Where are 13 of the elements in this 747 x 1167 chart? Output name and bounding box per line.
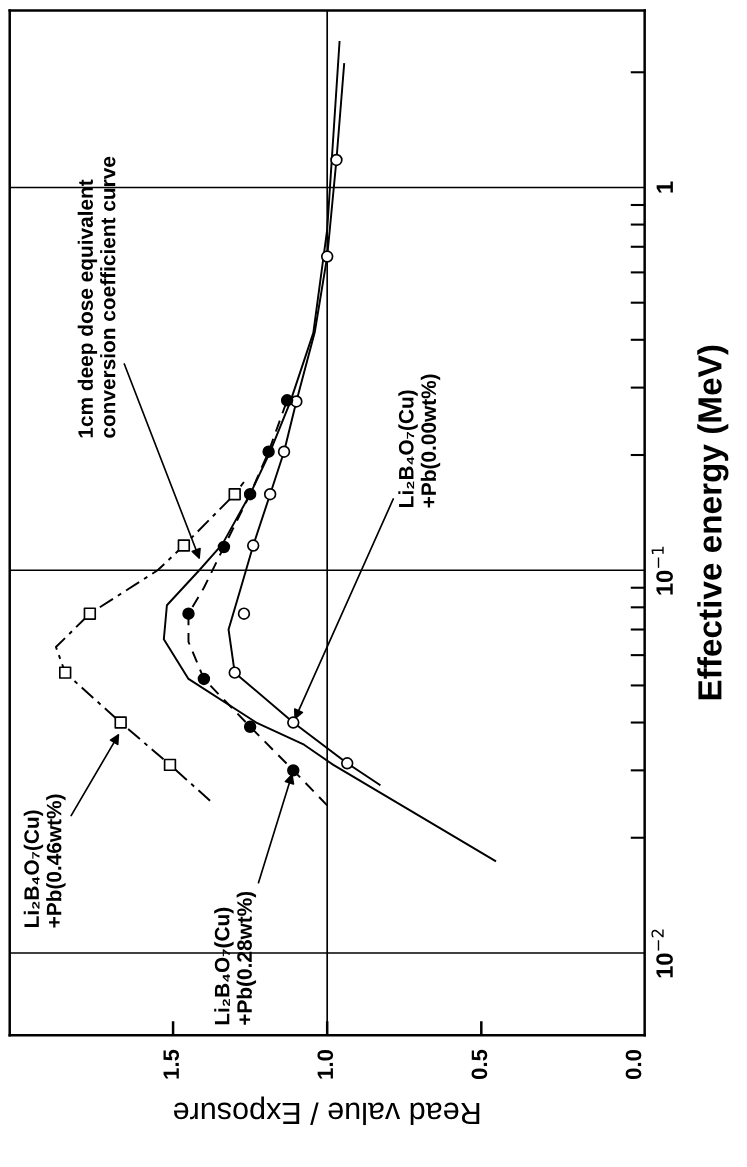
y-axis-title: Effective energy (MeV): [697, 345, 729, 700]
x-axis-title: Read value / Exposure: [173, 1096, 480, 1126]
y-tick-label: 10$^{−1}$: [651, 546, 673, 595]
x-tick-label: 1.0: [317, 1049, 334, 1079]
x-tick-label: 0.0: [625, 1049, 642, 1080]
annotation: Li₂B₄O₇(Cu) +Pb(0.28wt%): [214, 891, 257, 1025]
x-tick-label: 1.5: [163, 1049, 180, 1079]
annotation: Li₂B₄O₇(Cu) +Pb(0.46wt%): [23, 794, 66, 928]
x-tick-label: 0.5: [471, 1049, 488, 1080]
y-tick-label: 10$^{−2}$: [651, 929, 673, 978]
annotation: 1cm deep dose equivalent conversion coefficient curve: [77, 156, 116, 438]
annotation: Li₂B₄O₇(Cu) +Pb(0.00wt%): [398, 374, 441, 508]
y-tick-label: 1: [656, 181, 673, 193]
